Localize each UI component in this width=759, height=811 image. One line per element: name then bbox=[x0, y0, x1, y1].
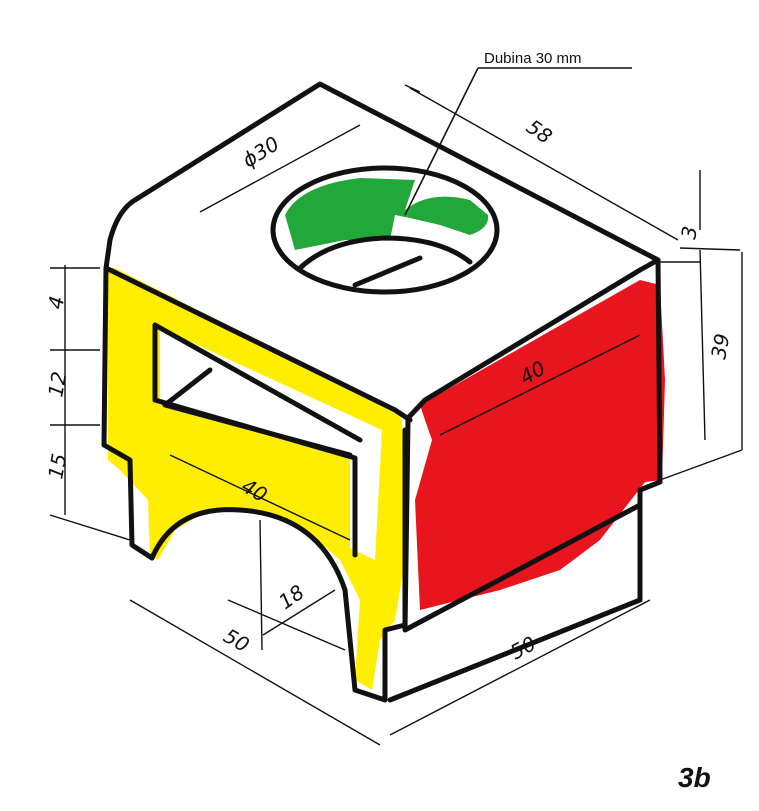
dim-left-mid: 12 bbox=[43, 370, 71, 399]
outline bbox=[101, 81, 663, 703]
left-vertical-edge bbox=[101, 265, 155, 561]
right-mid-edge bbox=[402, 417, 643, 633]
right-face-edge bbox=[387, 257, 663, 703]
yellow-face bbox=[108, 268, 405, 690]
slot-inner bbox=[162, 367, 353, 458]
figure-label: 3b bbox=[678, 762, 711, 793]
top-face-edge bbox=[132, 81, 661, 421]
dim-top-depth: 58 bbox=[522, 114, 557, 148]
top-front-edge bbox=[103, 197, 413, 423]
dim-right-height: 39 bbox=[706, 332, 734, 361]
front-arch bbox=[149, 427, 408, 703]
depth-annotation: Dubina 30 mm bbox=[484, 50, 582, 67]
dimension-lines bbox=[49, 67, 743, 746]
hole-ellipse bbox=[270, 165, 500, 295]
dim-left-low: 15 bbox=[43, 452, 71, 481]
leader-line bbox=[404, 67, 632, 216]
colored-regions bbox=[108, 178, 665, 690]
green-hole-fill bbox=[285, 178, 489, 250]
hole-inner bbox=[297, 235, 473, 288]
dim-hole-diameter: ϕ30 bbox=[238, 131, 284, 172]
dim-top-step: 3 bbox=[676, 224, 702, 241]
dim-left-top: 4 bbox=[43, 294, 69, 311]
dim-bottom-left: 50 bbox=[220, 624, 254, 658]
